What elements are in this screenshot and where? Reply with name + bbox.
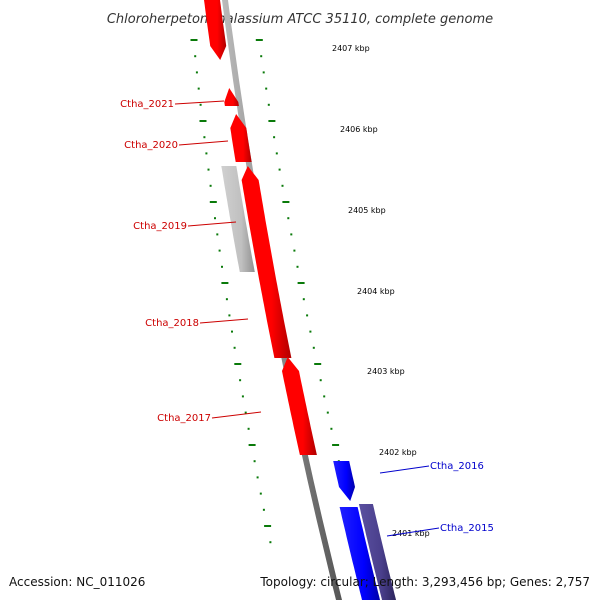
major-tick bbox=[264, 525, 272, 527]
minor-tick bbox=[221, 265, 223, 268]
minor-tick bbox=[273, 136, 276, 139]
minor-tick bbox=[241, 395, 244, 398]
gene-ctha-2016[interactable] bbox=[333, 461, 355, 501]
major-tick bbox=[314, 363, 322, 365]
accession-text: Accession: NC_011026 bbox=[9, 575, 145, 589]
minor-tick bbox=[281, 184, 284, 187]
kbp-label-2401: 2401 kbp bbox=[392, 529, 430, 538]
kbp-label-2407: 2407 kbp bbox=[332, 44, 370, 53]
map-title: Chloroherpeton thalassium ATCC 35110, co… bbox=[107, 12, 493, 27]
leader-line-ctha-2020 bbox=[178, 140, 229, 146]
gene-label-ctha-2020[interactable]: Ctha_2020 bbox=[124, 140, 178, 151]
minor-tick bbox=[231, 330, 233, 333]
minor-tick bbox=[214, 217, 216, 220]
minor-tick bbox=[195, 71, 198, 74]
kbp-label-2404: 2404 kbp bbox=[357, 287, 395, 296]
minor-tick bbox=[267, 103, 270, 106]
minor-tick bbox=[197, 87, 200, 90]
leader-line-ctha-2016 bbox=[379, 465, 430, 474]
genome-backbone bbox=[222, 0, 342, 600]
minor-tick bbox=[260, 55, 263, 58]
major-tick bbox=[199, 120, 207, 122]
gene-label-ctha-2015[interactable]: Ctha_2015 bbox=[440, 523, 494, 534]
kbp-label-2402: 2402 kbp bbox=[379, 448, 417, 457]
major-tick bbox=[332, 444, 340, 446]
minor-tick bbox=[306, 314, 309, 317]
minor-tick bbox=[259, 492, 262, 495]
minor-tick bbox=[209, 184, 212, 187]
minor-tick bbox=[309, 330, 312, 333]
gene-label-ctha-2017[interactable]: Ctha_2017 bbox=[157, 413, 211, 424]
kbp-label-2405: 2405 kbp bbox=[348, 206, 386, 215]
leader-line-ctha-2021 bbox=[174, 100, 225, 105]
minor-tick bbox=[296, 265, 299, 268]
minor-tick bbox=[287, 217, 290, 220]
minor-tick bbox=[239, 379, 242, 382]
major-tick bbox=[234, 363, 242, 365]
minor-tick bbox=[312, 346, 315, 349]
minor-tick bbox=[205, 152, 208, 155]
gene-ctha-2020[interactable] bbox=[230, 114, 252, 162]
minor-tick bbox=[323, 395, 326, 398]
major-tick bbox=[282, 201, 290, 203]
minor-tick bbox=[290, 233, 293, 236]
major-tick bbox=[297, 282, 305, 284]
major-tick bbox=[268, 120, 276, 122]
minor-tick bbox=[278, 168, 281, 171]
minor-tick bbox=[194, 55, 197, 58]
minor-tick bbox=[256, 476, 259, 479]
leader-line-ctha-2019 bbox=[187, 221, 237, 227]
minor-tick bbox=[216, 233, 219, 236]
gene-label-ctha-2016[interactable]: Ctha_2016 bbox=[430, 461, 484, 472]
gene-labels: Ctha_2021 Ctha_2020 Ctha_2019 Ctha_2018 … bbox=[120, 99, 494, 537]
minor-tick bbox=[233, 346, 236, 349]
minor-tick bbox=[199, 103, 202, 106]
minor-tick bbox=[319, 379, 322, 382]
minor-tick bbox=[218, 249, 221, 252]
gene-ctha-2021[interactable] bbox=[224, 88, 239, 106]
minor-tick bbox=[262, 71, 265, 74]
major-tick bbox=[190, 39, 198, 41]
gene-label-ctha-2019[interactable]: Ctha_2019 bbox=[133, 221, 187, 232]
minor-tick bbox=[225, 298, 228, 301]
gene-ctha-2015[interactable] bbox=[339, 507, 380, 600]
gene-ctha-2019[interactable] bbox=[221, 166, 255, 272]
minor-tick bbox=[253, 460, 256, 463]
gene-label-ctha-2021[interactable]: Ctha_2021 bbox=[120, 99, 174, 110]
minor-tick bbox=[326, 411, 329, 414]
minor-tick bbox=[330, 427, 333, 430]
minor-tick bbox=[247, 427, 250, 430]
gene-partial-forward[interactable] bbox=[204, 0, 227, 60]
kbp-label-2406: 2406 kbp bbox=[340, 125, 378, 134]
leader-line-ctha-2018 bbox=[199, 318, 249, 324]
minor-tick bbox=[293, 249, 296, 252]
kbp-labels: 2407 kbp 2406 kbp 2405 kbp 2404 kbp 2403… bbox=[332, 44, 430, 538]
gene-label-ctha-2018[interactable]: Ctha_2018 bbox=[145, 318, 199, 329]
minor-tick bbox=[269, 541, 272, 544]
major-tick bbox=[255, 39, 263, 41]
minor-tick bbox=[265, 87, 268, 90]
gene-ctha-2018[interactable] bbox=[241, 166, 292, 358]
gene-reverse-other[interactable] bbox=[358, 504, 396, 600]
minor-tick bbox=[203, 136, 206, 139]
major-tick bbox=[221, 282, 229, 284]
kbp-label-2403: 2403 kbp bbox=[367, 367, 405, 376]
minor-tick bbox=[275, 152, 278, 155]
major-tick bbox=[209, 201, 217, 203]
leader-line-ctha-2015 bbox=[386, 527, 440, 537]
genome-summary-text: Topology: circular; Length: 3,293,456 bp… bbox=[259, 575, 590, 589]
minor-tick bbox=[302, 298, 305, 301]
minor-tick bbox=[228, 314, 231, 317]
leader-line-ctha-2017 bbox=[211, 411, 262, 419]
minor-tick bbox=[262, 508, 265, 511]
minor-tick bbox=[207, 168, 210, 171]
major-tick bbox=[248, 444, 256, 446]
gene-ctha-2017[interactable] bbox=[282, 357, 317, 455]
minor-tick bbox=[244, 411, 247, 414]
